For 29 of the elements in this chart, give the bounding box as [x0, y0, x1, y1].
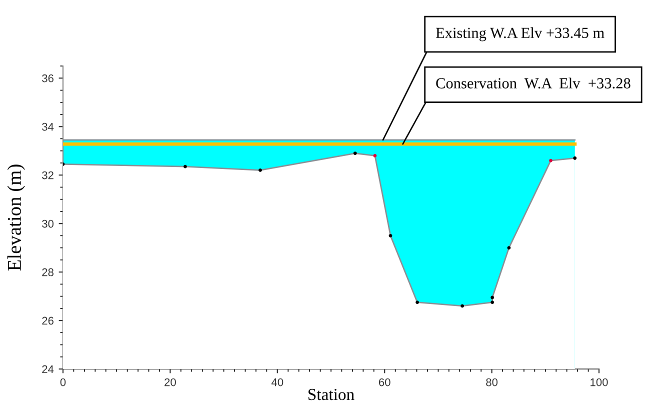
- point: [490, 300, 494, 304]
- point: [416, 300, 419, 304]
- x-tick-label: 100: [590, 378, 608, 386]
- y-tick-label: 32: [42, 171, 54, 180]
- x-tick-label: 20: [164, 378, 176, 386]
- annotation: Conservation W.A Elv +33.28: [436, 78, 630, 89]
- y-tick-label: 26: [42, 316, 54, 325]
- y-tick-label: 24: [42, 365, 54, 374]
- point: [507, 246, 511, 250]
- point: [258, 168, 262, 172]
- point: [490, 296, 494, 300]
- point: [353, 152, 357, 155]
- point: [573, 156, 577, 160]
- x-tick-label: 60: [378, 378, 390, 386]
- y-axis-title: Elevation (m): [7, 164, 25, 271]
- point: [373, 154, 377, 158]
- x-tick-label: 80: [486, 378, 498, 386]
- point: [460, 304, 464, 308]
- y-tick-label: 28: [42, 268, 54, 276]
- y-tick-label: 36: [42, 74, 54, 82]
- x-tick-label: 40: [271, 378, 284, 386]
- point: [184, 164, 187, 168]
- annotation: Existing W.A Elv +33.45 m: [436, 27, 604, 42]
- point: [388, 234, 392, 238]
- y-tick-label: 30: [42, 220, 54, 228]
- x-tick-label: 0: [60, 378, 66, 386]
- point: [549, 158, 552, 162]
- x-axis-title: Station: [308, 388, 354, 400]
- y-tick-label: 34: [42, 122, 54, 131]
